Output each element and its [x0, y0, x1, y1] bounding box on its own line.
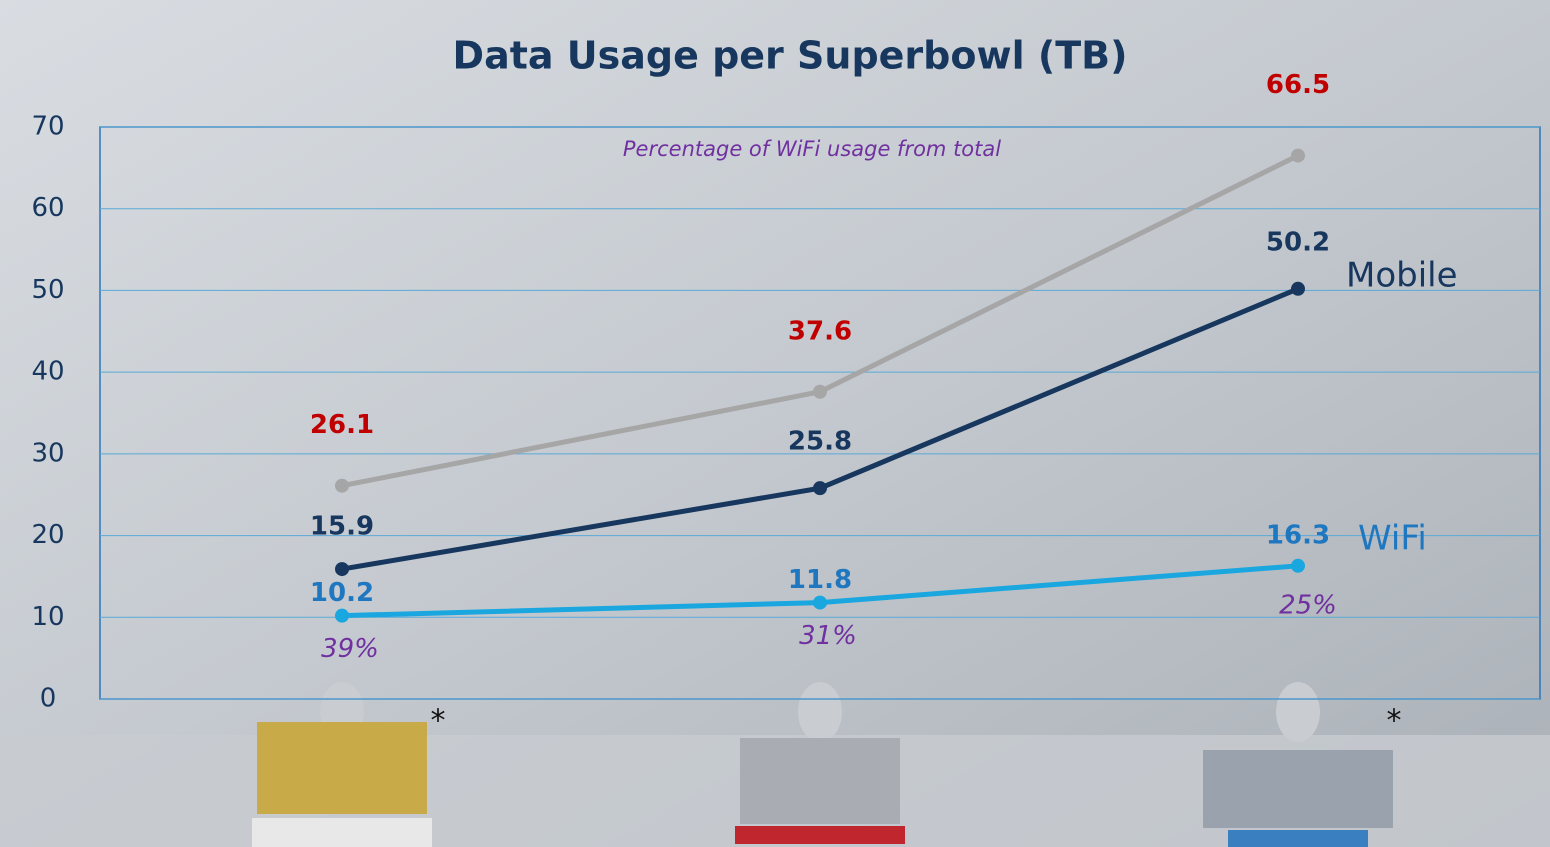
data-label: 37.6 [788, 316, 852, 346]
y-tick-label: 10 [31, 602, 64, 632]
y-tick-label: 60 [31, 193, 64, 223]
share-label: 39% [321, 634, 379, 664]
point [813, 596, 827, 610]
series-name: Mobile [1346, 255, 1458, 295]
data-label: 11.8 [788, 565, 852, 595]
data-label: 15.9 [310, 512, 374, 542]
chart-title: Data Usage per Superbowl (TB) [453, 34, 1128, 78]
category-mark: * [431, 704, 446, 739]
point [1291, 559, 1305, 573]
data-label: 50.2 [1266, 227, 1330, 257]
y-tick-label: 20 [31, 520, 64, 550]
y-tick-label: 40 [31, 357, 64, 387]
point [1291, 149, 1305, 163]
y-tick-label: 0 [40, 684, 57, 714]
share-label: 25% [1279, 590, 1337, 620]
data-label: 25.8 [788, 427, 852, 457]
annotation: Percentage of WiFi usage from total [623, 137, 1001, 161]
y-tick-label: 50 [31, 275, 64, 305]
share-label: 31% [799, 621, 857, 651]
y-tick-label: 70 [31, 112, 64, 142]
data-label: 26.1 [310, 410, 374, 440]
point [335, 479, 349, 493]
point [1291, 282, 1305, 296]
point [335, 562, 349, 576]
chart: Data Usage per Superbowl (TB) 0 10 20 30 40 5… [0, 0, 1550, 847]
data-label: 10.2 [310, 578, 374, 608]
series-name: WiFi [1358, 518, 1427, 558]
y-tick-label: 30 [31, 438, 64, 468]
data-label: 16.3 [1266, 520, 1330, 550]
point [813, 385, 827, 399]
data-label: 66.5 [1266, 70, 1330, 100]
category-mark: * [1387, 704, 1402, 739]
point [813, 481, 827, 495]
point [335, 609, 349, 623]
